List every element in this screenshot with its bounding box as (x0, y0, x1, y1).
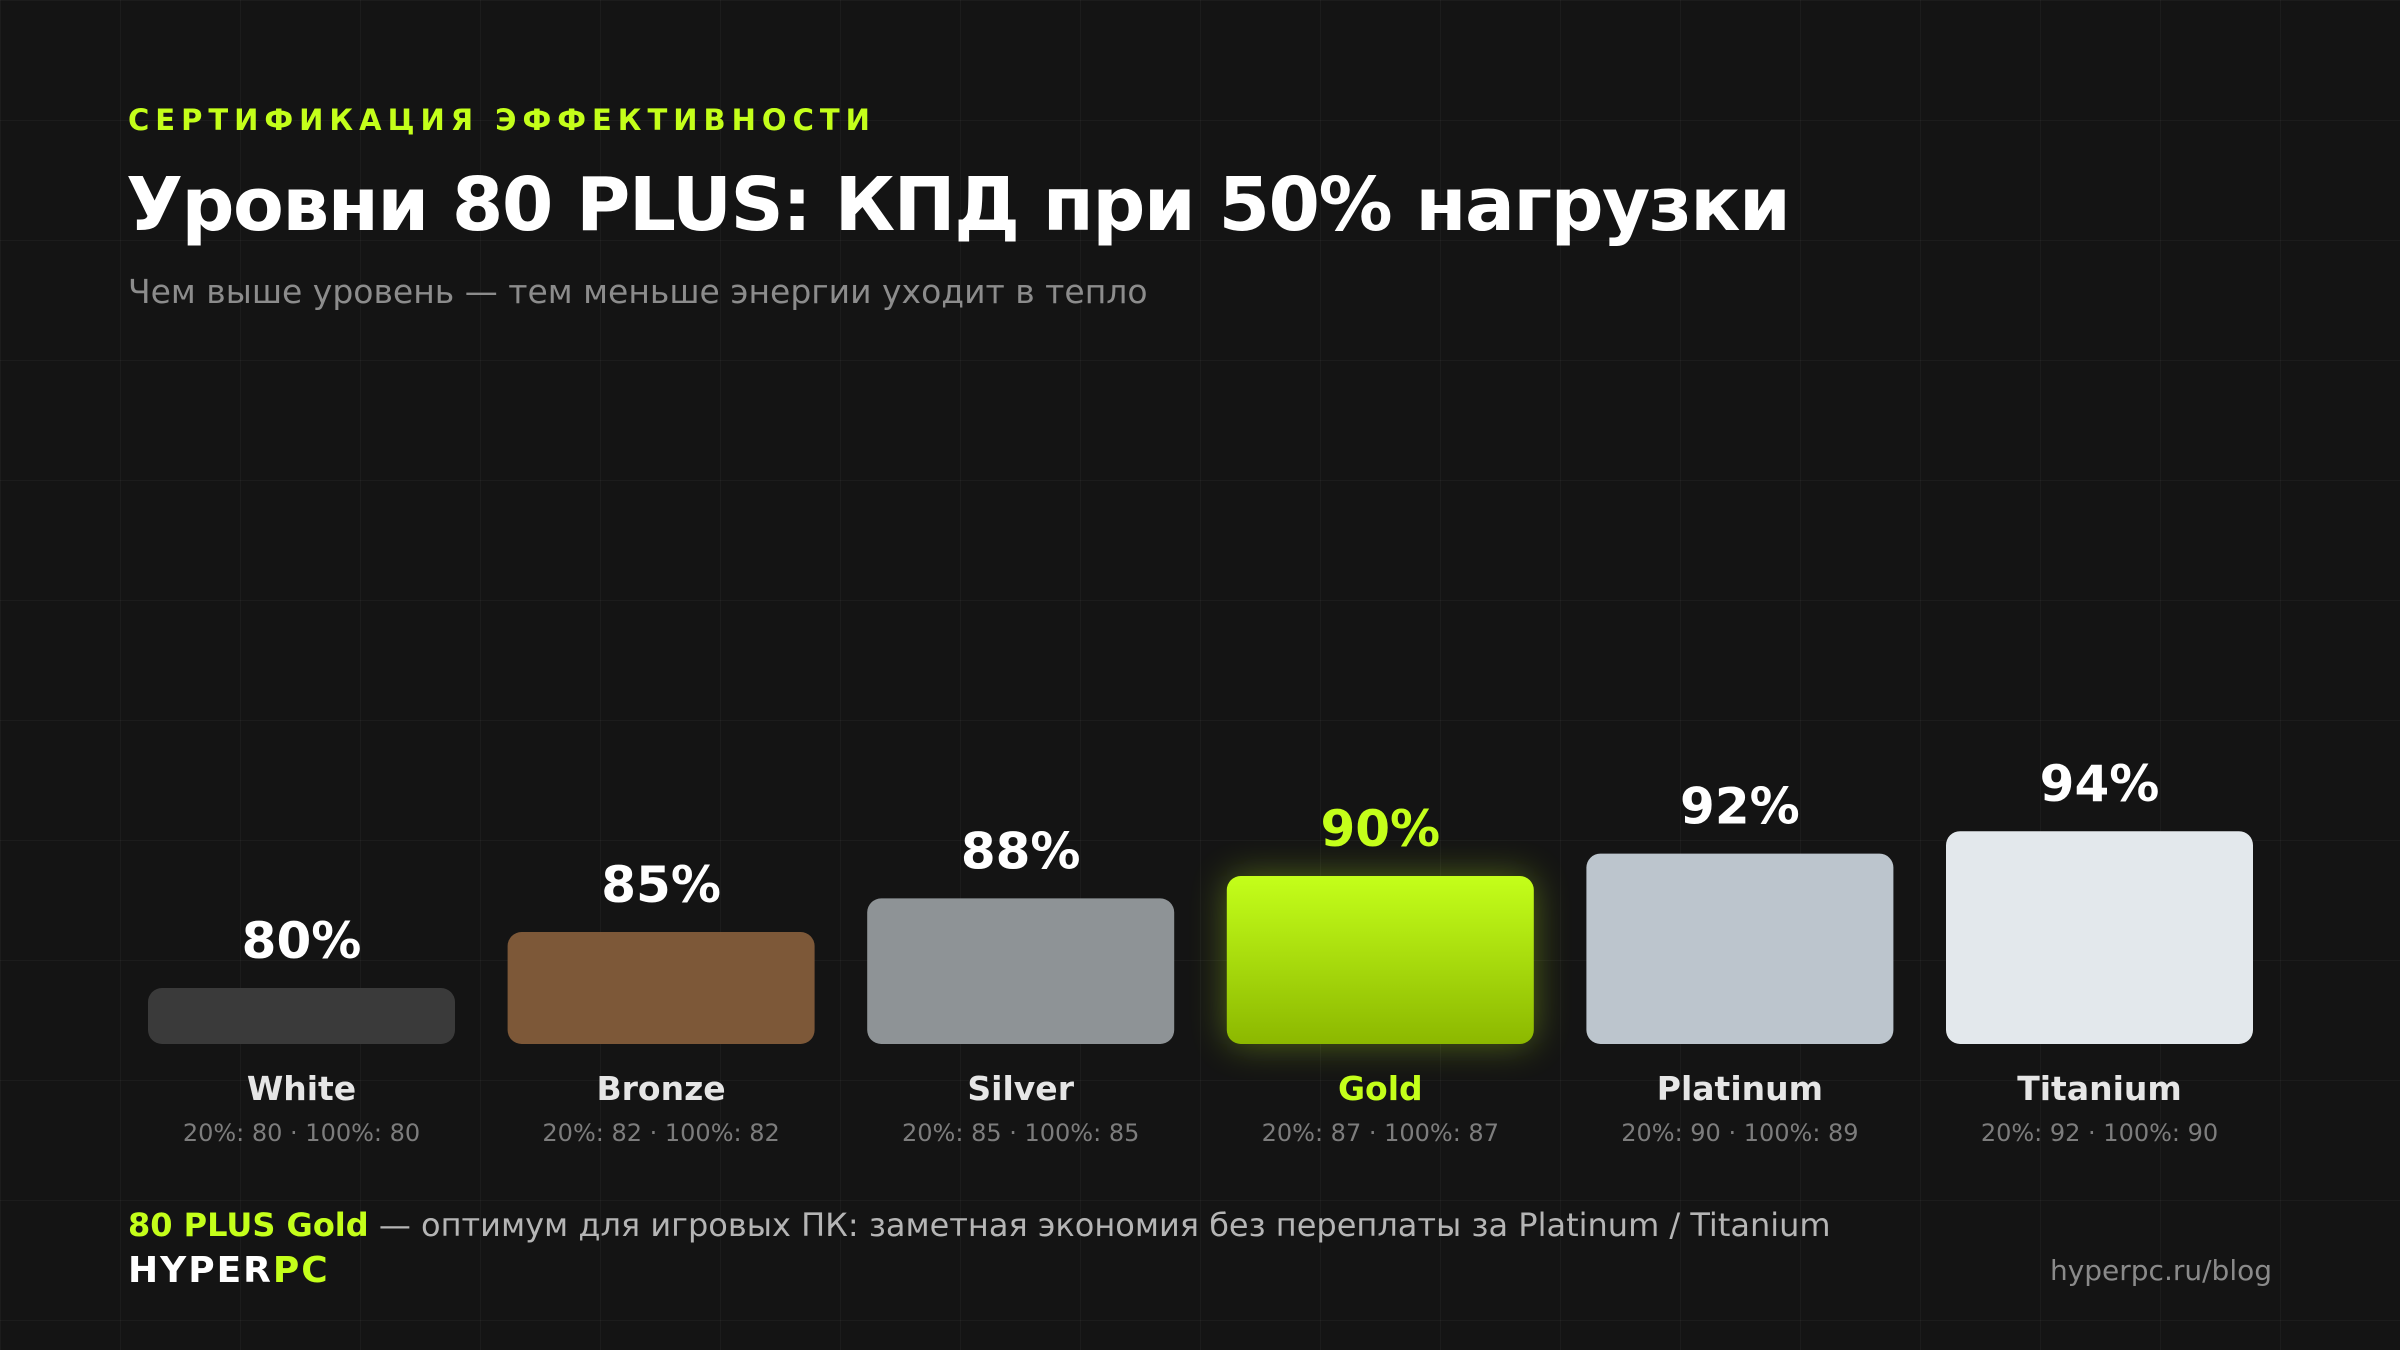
chart-title: Уровни 80 PLUS: КПД при 50% нагрузки (126, 162, 1791, 248)
sub-label-silver: 20%: 85 · 100%: 85 (902, 1119, 1139, 1147)
bar-white (148, 988, 455, 1044)
sub-label-gold: 20%: 87 · 100%: 87 (1262, 1119, 1499, 1147)
value-label-titanium: 94% (2040, 755, 2160, 813)
eyebrow-label: СЕРТИФИКАЦИЯ ЭФФЕКТИВНОСТИ (128, 103, 876, 137)
value-label-gold: 90% (1320, 800, 1440, 858)
bar-platinum (1586, 853, 1894, 1044)
bar-gold (1226, 876, 1534, 1044)
chart-subtitle: Чем выше уровень — тем меньше энергии ух… (128, 272, 1148, 311)
brand-logo-part2: PC (272, 1250, 330, 1291)
footer-note-highlight: 80 PLUS Gold (128, 1206, 369, 1244)
value-label-silver: 88% (961, 822, 1081, 880)
sub-label-bronze: 20%: 82 · 100%: 82 (542, 1119, 779, 1147)
value-label-platinum: 92% (1680, 778, 1800, 836)
bar-titanium (1946, 831, 2253, 1044)
category-label-gold: Gold (1338, 1069, 1423, 1108)
category-label-platinum: Platinum (1657, 1069, 1823, 1108)
sub-label-platinum: 20%: 90 · 100%: 89 (1621, 1119, 1858, 1147)
sub-label-titanium: 20%: 92 · 100%: 90 (1981, 1119, 2218, 1147)
brand-logo-part1: HYPER (128, 1250, 273, 1291)
category-label-titanium: Titanium (2017, 1069, 2182, 1108)
bar-silver (867, 898, 1175, 1044)
footer-note-text: — оптимум для игровых ПК: заметная эконо… (368, 1206, 1831, 1244)
category-label-silver: Silver (967, 1069, 1074, 1108)
brand-logo: HYPERPC (128, 1250, 330, 1291)
bar-bronze (507, 932, 815, 1044)
site-url: hyperpc.ru/blog (2049, 1254, 2272, 1287)
category-label-white: White (247, 1069, 356, 1108)
sub-label-white: 20%: 80 · 100%: 80 (183, 1119, 420, 1147)
footer-note: 80 PLUS Gold — оптимум для игровых ПК: з… (128, 1206, 1831, 1244)
category-label-bronze: Bronze (597, 1069, 726, 1108)
value-label-white: 80% (242, 912, 362, 970)
value-label-bronze: 85% (601, 856, 721, 914)
